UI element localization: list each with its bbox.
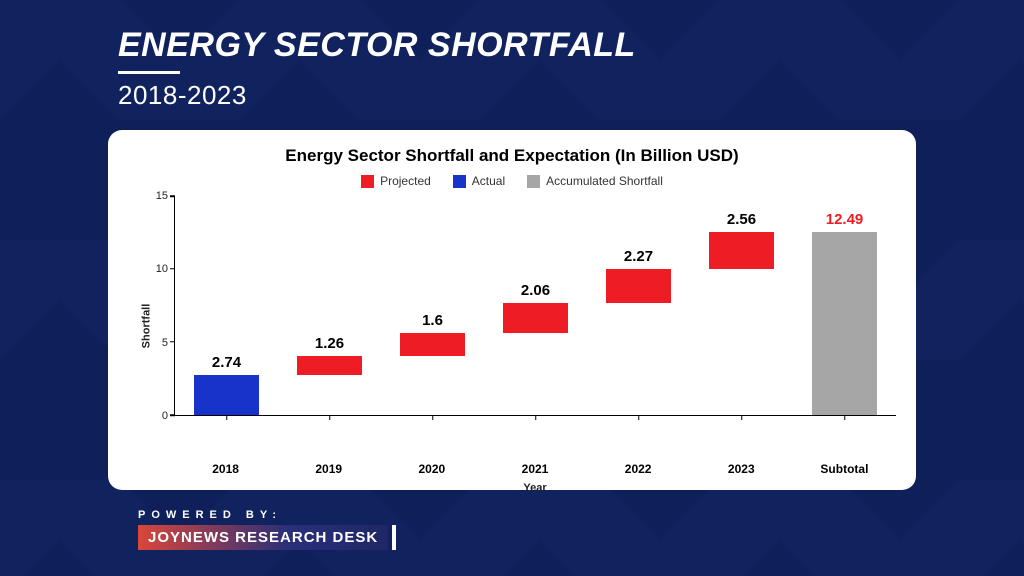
- legend-item-actual: Actual: [453, 174, 505, 188]
- bar: 2.27: [606, 269, 672, 302]
- bar-slot: 2.27: [587, 196, 690, 415]
- page-title: ENERGY SECTOR SHORTFALL: [118, 26, 636, 65]
- y-tick-mark: [170, 268, 175, 270]
- x-tick-label: 2020: [380, 462, 483, 476]
- x-tick-mark: [226, 415, 228, 420]
- x-tick-mark: [741, 415, 743, 420]
- x-tick-mark: [844, 415, 846, 420]
- x-tick-label: 2019: [277, 462, 380, 476]
- bar-value-label: 12.49: [826, 211, 864, 228]
- bar: 2.56: [709, 232, 775, 270]
- x-tick-label: 2023: [690, 462, 793, 476]
- chart-card: Energy Sector Shortfall and Expectation …: [108, 130, 916, 490]
- x-tick-label: Subtotal: [793, 462, 896, 476]
- y-tick-label: 5: [162, 337, 168, 349]
- y-tick-label: 0: [162, 410, 168, 422]
- chart-legend: Projected Actual Accumulated Shortfall: [128, 174, 896, 188]
- y-tick-mark: [170, 414, 175, 416]
- y-tick-mark: [170, 195, 175, 197]
- bar-value-label: 1.26: [315, 335, 344, 352]
- page: ENERGY SECTOR SHORTFALL 2018-2023 Energy…: [0, 0, 1024, 576]
- bar-slot: 2.56: [690, 196, 793, 415]
- x-tick-mark: [329, 415, 331, 420]
- bar: 12.49: [812, 232, 878, 415]
- legend-label: Actual: [472, 174, 505, 188]
- x-tick-mark: [535, 415, 537, 420]
- bar: 1.6: [400, 333, 466, 356]
- y-tick-label: 10: [156, 263, 168, 275]
- bar: 2.06: [503, 303, 569, 333]
- page-subtitle: 2018-2023: [118, 80, 636, 111]
- x-axis-labels: 201820192020202120222023Subtotal: [174, 462, 896, 476]
- brand-accent-bar: [392, 525, 396, 550]
- legend-swatch: [453, 175, 466, 188]
- brand-name: JOYNEWS RESEARCH DESK: [138, 525, 388, 550]
- bars-container: 2.74 1.26 1.6 2.06 2.27 2.56 12.49: [175, 196, 896, 415]
- plot: 2.74 1.26 1.6 2.06 2.27 2.56 12.49: [174, 196, 896, 416]
- bar: 1.26: [297, 356, 363, 374]
- bar-slot: 2.74: [175, 196, 278, 415]
- bar-value-label: 2.06: [521, 282, 550, 299]
- bar-value-label: 2.56: [727, 211, 756, 228]
- legend-item-projected: Projected: [361, 174, 431, 188]
- x-tick-label: 2021: [483, 462, 586, 476]
- bar-slot: 2.06: [484, 196, 587, 415]
- x-tick-label: 2022: [587, 462, 690, 476]
- x-tick-mark: [638, 415, 640, 420]
- legend-item-accumulated: Accumulated Shortfall: [527, 174, 663, 188]
- bar-slot: 1.26: [278, 196, 381, 415]
- powered-by-label: POWERED BY:: [138, 509, 396, 521]
- x-tick-mark: [432, 415, 434, 420]
- y-axis: 051015: [128, 196, 174, 416]
- x-axis-label: Year: [174, 482, 896, 494]
- footer-credit: POWERED BY: JOYNEWS RESEARCH DESK: [138, 509, 396, 550]
- bar-value-label: 2.27: [624, 248, 653, 265]
- legend-label: Projected: [380, 174, 431, 188]
- bar-slot: 1.6: [381, 196, 484, 415]
- bar-slot: 12.49: [793, 196, 896, 415]
- y-tick-label: 15: [156, 190, 168, 202]
- title-underline: [118, 71, 180, 74]
- heading-block: ENERGY SECTOR SHORTFALL 2018-2023: [118, 26, 636, 111]
- legend-label: Accumulated Shortfall: [546, 174, 663, 188]
- chart-title: Energy Sector Shortfall and Expectation …: [128, 146, 896, 166]
- bar: 2.74: [194, 375, 260, 415]
- y-tick-mark: [170, 341, 175, 343]
- bar-value-label: 2.74: [212, 354, 241, 371]
- legend-swatch: [361, 175, 374, 188]
- legend-swatch: [527, 175, 540, 188]
- brand-row: JOYNEWS RESEARCH DESK: [138, 525, 396, 550]
- plot-area: Shortfall 051015 2.741.261.62.062.272.56…: [128, 196, 896, 456]
- x-tick-label: 2018: [174, 462, 277, 476]
- bar-value-label: 1.6: [422, 312, 443, 329]
